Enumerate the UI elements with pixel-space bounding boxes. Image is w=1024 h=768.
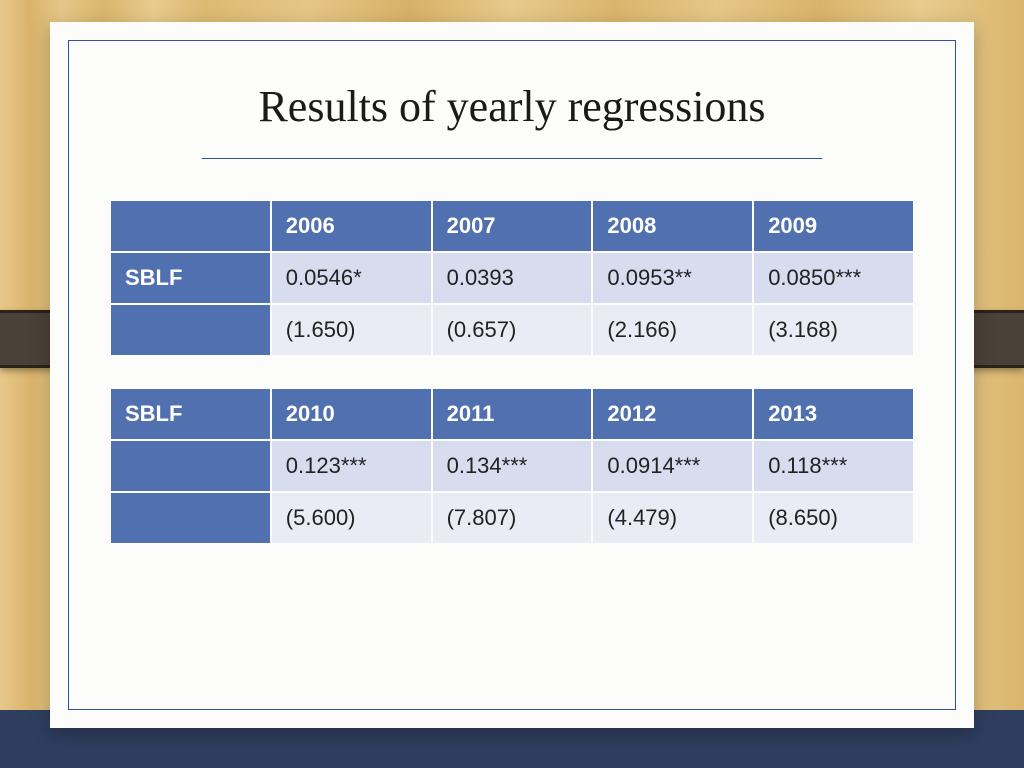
tstat-cell: (3.168) [754, 305, 913, 355]
header-blank [111, 201, 270, 251]
table-gap-row [111, 357, 913, 387]
slide-inner-border: Results of yearly regressions 2006 2007 … [68, 40, 956, 710]
header-year: 2008 [593, 201, 752, 251]
row-label-blank [111, 305, 270, 355]
table-row: SBLF 0.0546* 0.0393 0.0953** 0.0850*** [111, 253, 913, 303]
tstat-cell: (4.479) [593, 493, 752, 543]
tstat-cell: (0.657) [433, 305, 592, 355]
coef-cell: 0.0546* [272, 253, 431, 303]
header-year: 2010 [272, 389, 431, 439]
regression-table: 2006 2007 2008 2009 SBLF 0.0546* 0.0393 … [109, 199, 915, 545]
title-underline [202, 158, 822, 159]
header-year: 2009 [754, 201, 913, 251]
tstat-cell: (5.600) [272, 493, 431, 543]
table-header-row: 2006 2007 2008 2009 [111, 201, 913, 251]
tstat-cell: (1.650) [272, 305, 431, 355]
row-label: SBLF [111, 253, 270, 303]
table-header-row: SBLF 2010 2011 2012 2013 [111, 389, 913, 439]
header-year: 2013 [754, 389, 913, 439]
header-year: 2006 [272, 201, 431, 251]
coef-cell: 0.0850*** [754, 253, 913, 303]
table-row: (1.650) (0.657) (2.166) (3.168) [111, 305, 913, 355]
tstat-cell: (7.807) [433, 493, 592, 543]
row-label-blank [111, 493, 270, 543]
coef-cell: 0.123*** [272, 441, 431, 491]
coef-cell: 0.118*** [754, 441, 913, 491]
coef-cell: 0.0914*** [593, 441, 752, 491]
table-row: 0.123*** 0.134*** 0.0914*** 0.118*** [111, 441, 913, 491]
slide-title: Results of yearly regressions [109, 81, 915, 132]
header-year: 2011 [433, 389, 592, 439]
header-year: 2012 [593, 389, 752, 439]
tstat-cell: (2.166) [593, 305, 752, 355]
coef-cell: 0.0393 [433, 253, 592, 303]
table-row: (5.600) (7.807) (4.479) (8.650) [111, 493, 913, 543]
row-label: SBLF [111, 389, 270, 439]
row-label-blank [111, 441, 270, 491]
tstat-cell: (8.650) [754, 493, 913, 543]
coef-cell: 0.0953** [593, 253, 752, 303]
header-year: 2007 [433, 201, 592, 251]
coef-cell: 0.134*** [433, 441, 592, 491]
slide-page: Results of yearly regressions 2006 2007 … [50, 22, 974, 728]
